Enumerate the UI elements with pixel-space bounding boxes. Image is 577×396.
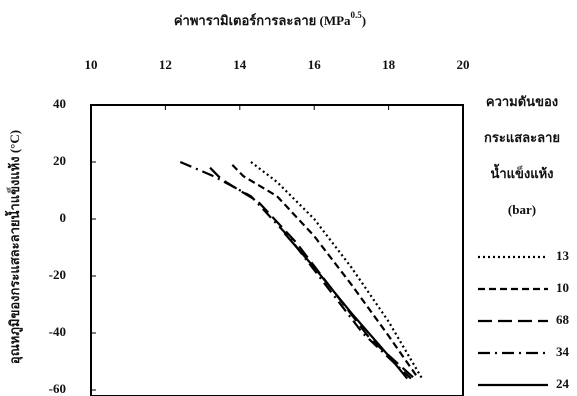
x-axis-label: ค่าพารามิเตอร์การละลาย (MPa0.5) [174,10,366,28]
series-line [180,162,411,379]
x-label-main: ค่าพารามิเตอร์การละลาย (MPa [174,13,351,28]
y-tick-label: 0 [60,210,67,225]
legend-label: 10 [556,280,569,295]
legend-title: (bar) [508,202,536,217]
legend-label: 13 [556,248,570,263]
x-label-sup: 0.5 [351,10,363,20]
series-line [232,165,418,379]
x-tick-label: 16 [308,57,322,72]
y-tick-label: 40 [53,96,66,111]
legend-label: 68 [556,312,570,327]
x-tick-label: 14 [233,57,247,72]
chart: ค่าพารามิเตอร์การละลาย (MPa0.5) อุณหภูมิ… [0,0,577,396]
x-tick-label: 12 [159,57,172,72]
x-tick-label: 18 [382,57,396,72]
x-tick-label: 10 [85,57,98,72]
y-tick-label: 20 [53,153,66,168]
series-line [210,168,415,379]
legend-title: ความดันของ [486,94,558,109]
legend-label: 24 [556,376,570,391]
legend-title: น้ำแข็งแห้ง [490,163,553,181]
page: ค่าพารามิเตอร์การละลาย (MPa0.5) อุณหภูมิ… [0,0,577,396]
y-tick-label: -60 [49,381,66,396]
y-axis-label: อุณหภูมิของกระแสละลายน้ำแข็งแห้ง (°C) [4,130,23,364]
plot-frame [91,105,463,396]
y-tick-label: -40 [49,324,66,339]
y-tick-label: -20 [49,267,66,282]
x-label-end: ) [362,13,366,28]
series-line [284,233,407,378]
legend-label: 34 [556,344,570,359]
legend-title: กระแสละลาย [484,130,560,145]
x-tick-label: 20 [457,57,470,72]
